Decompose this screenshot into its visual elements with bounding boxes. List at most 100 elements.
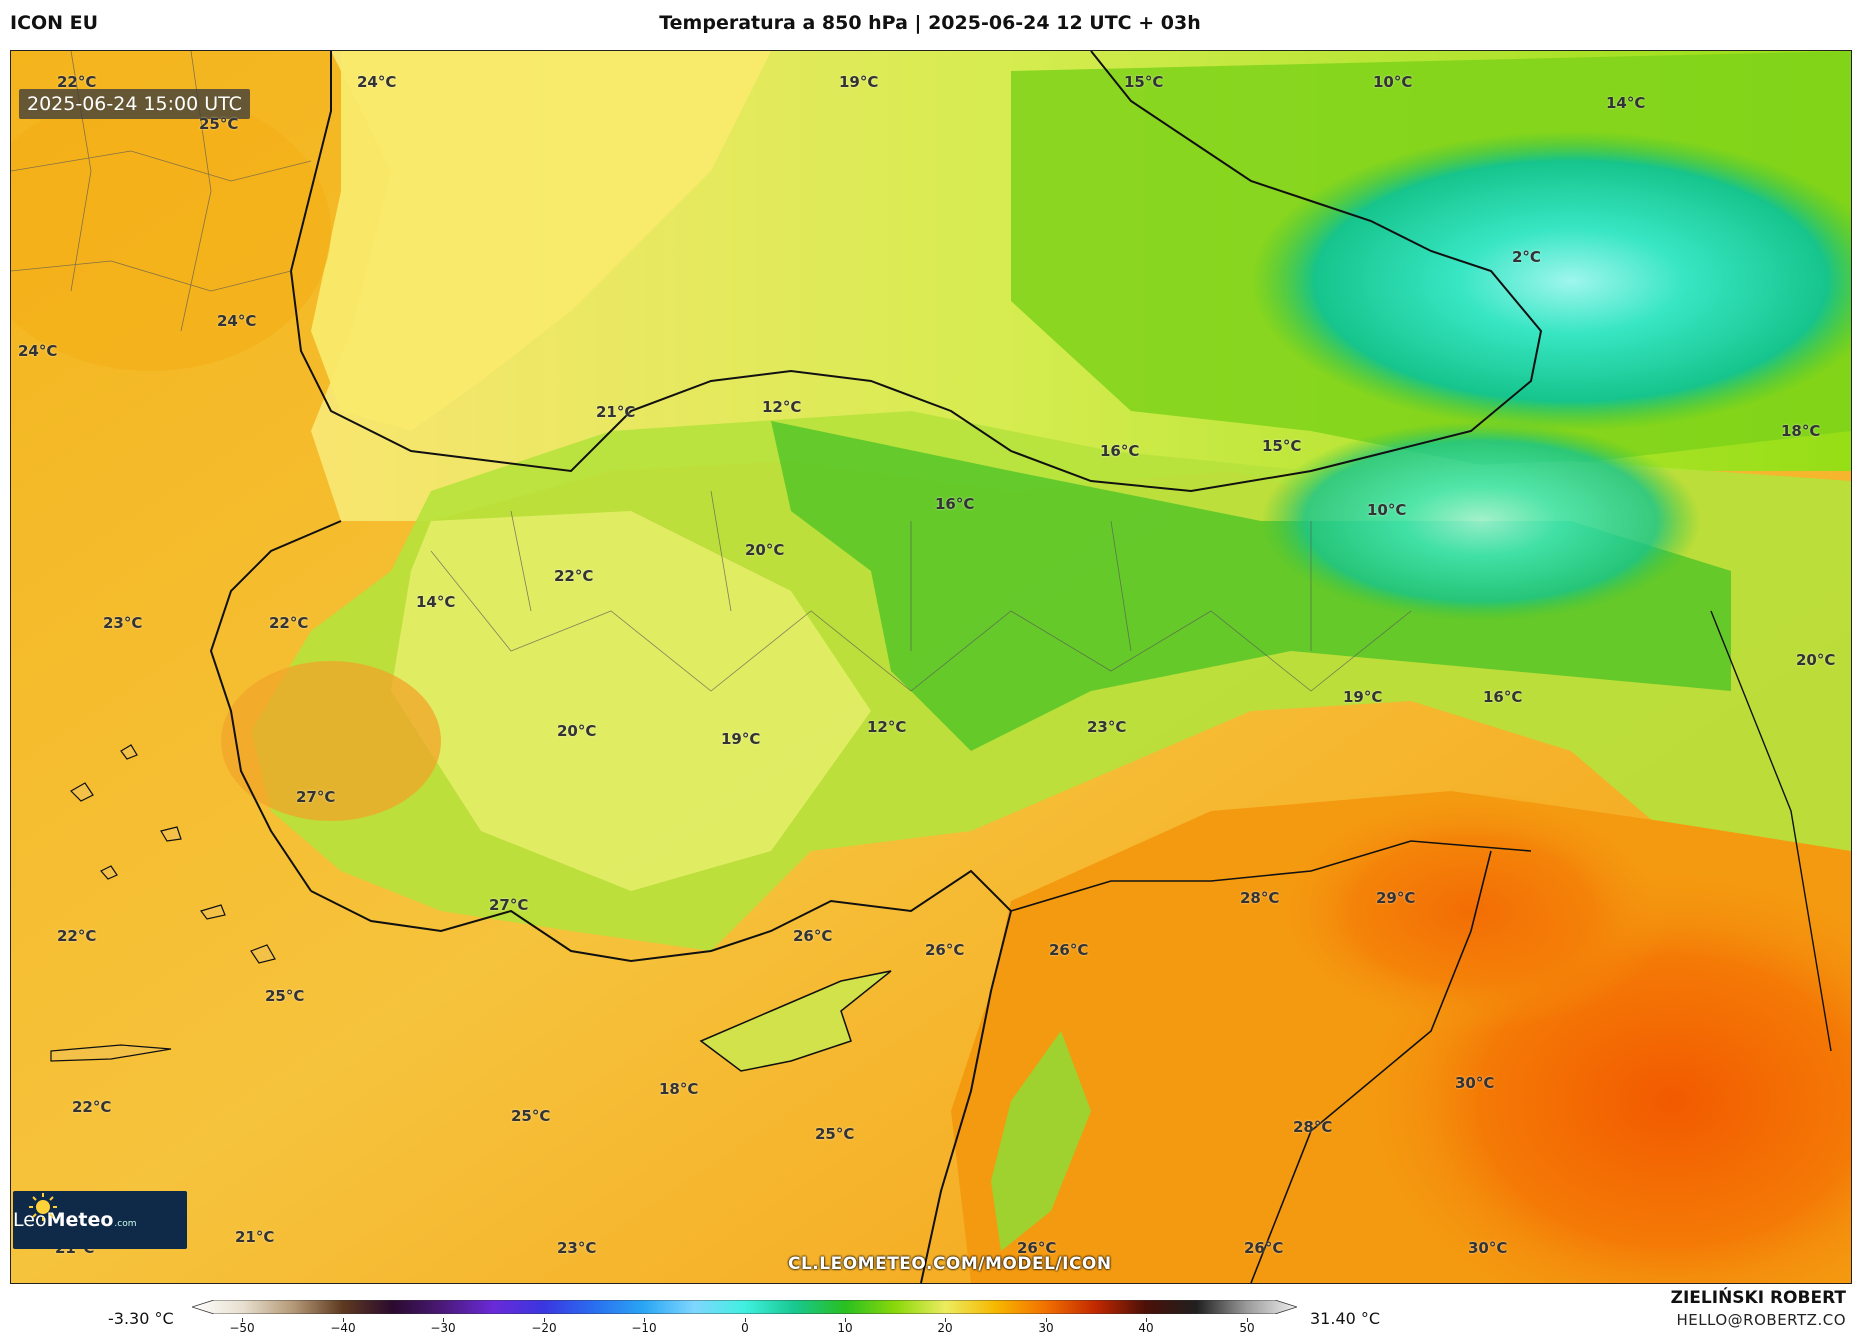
colorbar-max-label: 31.40 °C [1310, 1309, 1381, 1328]
temperature-label: 14°C [416, 593, 456, 611]
model-name: ICON EU [10, 12, 99, 34]
temperature-label: 27°C [296, 788, 336, 806]
black-sea-coast [289, 51, 1543, 493]
temperature-label: 24°C [18, 342, 58, 360]
colorbar-tick-mark [845, 1318, 846, 1322]
temperature-label: 10°C [1367, 501, 1407, 519]
temperature-label: 16°C [935, 495, 975, 513]
pontic-cool [771, 421, 1731, 751]
temperature-label: 30°C [1468, 1239, 1508, 1257]
leometeo-logo: LeoMeteo .com [13, 1191, 187, 1249]
temperature-label: 19°C [721, 730, 761, 748]
colorbar-tick-label: −20 [531, 1321, 557, 1335]
temperature-label: 15°C [1262, 437, 1302, 455]
balkans-warm [11, 91, 331, 371]
south-coast [310, 869, 1013, 1283]
temperature-label: 16°C [1100, 442, 1140, 460]
temperature-label: 26°C [1244, 1239, 1284, 1257]
colorbar-tick-label: 20 [937, 1321, 953, 1335]
logo-suffix: .com [114, 1219, 137, 1229]
valid-time-stamp: 2025-06-24 15:00 UTC [19, 89, 250, 119]
temperature-label: 24°C [217, 312, 257, 330]
temperature-label: 12°C [762, 398, 802, 416]
temperature-label: 25°C [265, 987, 305, 1005]
balkan-lines [11, 51, 312, 332]
colorbar-ticks: −50 −40 −30 −20 −10 0 10 20 30 40 50 [192, 1318, 1297, 1338]
temperature-label: 19°C [1343, 688, 1383, 706]
temperature-label: 15°C [1124, 73, 1164, 91]
temperature-label: 16°C [1483, 688, 1523, 706]
author-credit: ZIELIŃSKI ROBERT [1670, 1288, 1846, 1308]
levant-strip [991, 1031, 1091, 1251]
west-anatolia-warm [221, 661, 441, 821]
colorbar-tick-label: −30 [430, 1321, 456, 1335]
temperature-label: 12°C [867, 718, 907, 736]
temperature-label: 20°C [745, 541, 785, 559]
colorbar-tick-label: 50 [1239, 1321, 1255, 1335]
temperature-label: 28°C [1240, 889, 1280, 907]
colorbar-tick-mark [644, 1318, 645, 1322]
temperature-label: 24°C [357, 73, 397, 91]
colorbar-tick-mark [544, 1318, 545, 1322]
colorbar [192, 1300, 1297, 1314]
colorbar-tick-label: −50 [229, 1321, 255, 1335]
temperature-label: 10°C [1373, 73, 1413, 91]
logo-text: LeoMeteo [13, 1209, 114, 1231]
temperature-label: 14°C [1606, 94, 1646, 112]
temperature-label: 25°C [511, 1107, 551, 1125]
temperature-label: 22°C [72, 1098, 112, 1116]
colorbar-tick-mark [945, 1318, 946, 1322]
temperature-label: 19°C [839, 73, 879, 91]
sun-icon [29, 1193, 57, 1221]
temperature-label: 27°C [489, 896, 529, 914]
province-lines [430, 490, 1412, 692]
aegean-coast [209, 520, 342, 892]
colorbar-tick-mark [1247, 1318, 1248, 1322]
temperature-label: 22°C [57, 927, 97, 945]
colorbar-tick-mark [745, 1318, 746, 1322]
colorbar-tick-label: 0 [741, 1321, 749, 1335]
temperature-label: 22°C [269, 614, 309, 632]
temperature-label: 22°C [554, 567, 594, 585]
temperature-label: 23°C [557, 1239, 597, 1257]
temperature-label: 26°C [793, 927, 833, 945]
temperature-label: 21°C [596, 403, 636, 421]
iran-border [1710, 610, 1832, 1052]
temperature-label: 26°C [1049, 941, 1089, 959]
cyprus-island [699, 970, 892, 1072]
colorbar-body [192, 1300, 1297, 1314]
source-watermark: CL.LEOMETEO.COM/MODEL/ICON [788, 1254, 1112, 1274]
colorbar-tick-mark [1046, 1318, 1047, 1322]
armenia-cold [1261, 421, 1701, 621]
temperature-label: 26°C [925, 941, 965, 959]
temperature-map[interactable]: 2025-06-24 15:00 UTC 22°C 25°C 24°C 19°C 15°… [10, 50, 1852, 1284]
colorbar-min-label: -3.30 °C [108, 1309, 174, 1328]
temperature-label: 29°C [1376, 889, 1416, 907]
colorbar-tick-mark [242, 1318, 243, 1322]
temperature-label: 20°C [1796, 651, 1836, 669]
temperature-label: 30°C [1455, 1074, 1495, 1092]
temperature-label: 25°C [815, 1125, 855, 1143]
temperature-label: 20°C [557, 722, 597, 740]
temperature-label: 18°C [1781, 422, 1821, 440]
temperature-label: 23°C [1087, 718, 1127, 736]
colorbar-tick-label: 10 [837, 1321, 853, 1335]
author-email: HELLO@ROBERTZ.CO [1676, 1311, 1846, 1329]
yellow-band [311, 51, 771, 431]
temperature-label: 28°C [1293, 1118, 1333, 1136]
map-title: Temperatura a 850 hPa | 2025-06-24 12 UT… [659, 12, 1201, 34]
temperature-label: 2°C [1512, 248, 1541, 266]
colorbar-tick-mark [1146, 1318, 1147, 1322]
colorbar-tick-mark [443, 1318, 444, 1322]
temperature-label: 22°C [57, 73, 97, 91]
central-plateau [391, 511, 871, 891]
colorbar-tick-mark [343, 1318, 344, 1322]
colorbar-tick-label: 40 [1138, 1321, 1154, 1335]
caucasus-cold [1251, 131, 1851, 431]
temperature-label: 25°C [199, 115, 239, 133]
temperature-label: 23°C [103, 614, 143, 632]
mesopotamia-hot [1271, 791, 1671, 1031]
syria-border [1010, 840, 1532, 912]
colorbar-tick-label: −10 [631, 1321, 657, 1335]
iraq-border [1250, 850, 1492, 1283]
